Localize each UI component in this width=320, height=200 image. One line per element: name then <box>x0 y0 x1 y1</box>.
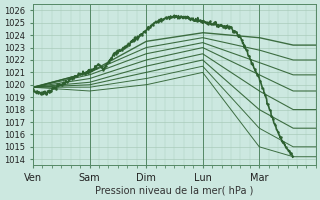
X-axis label: Pression niveau de la mer( hPa ): Pression niveau de la mer( hPa ) <box>95 186 253 196</box>
